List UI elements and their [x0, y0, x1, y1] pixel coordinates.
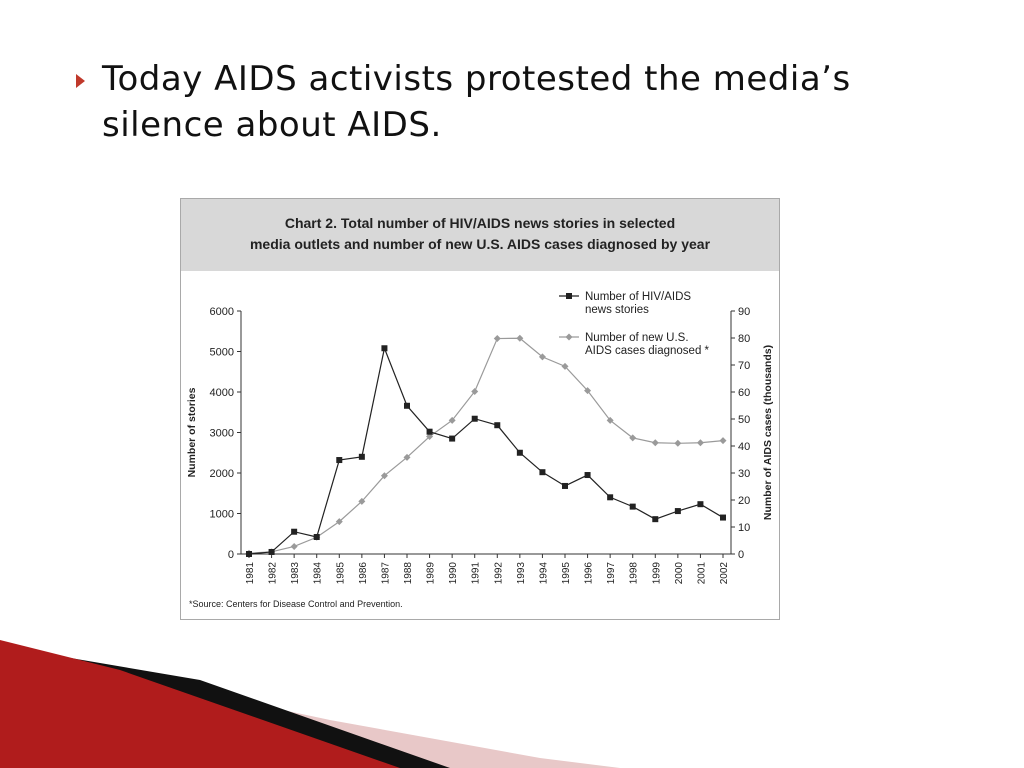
y-left-tick-label: 5000 [210, 347, 234, 359]
chart-figure: Chart 2. Total number of HIV/AIDS news s… [180, 198, 780, 620]
series-stories-point [426, 428, 433, 435]
series-stories-point [652, 516, 659, 523]
y-left-axis-title: Number of stories [186, 387, 198, 477]
series-stories-point [358, 453, 365, 460]
series-stories-point [516, 449, 523, 456]
series-cases-point [516, 334, 524, 342]
x-tick-label: 1982 [268, 562, 279, 585]
y-left-tick-label: 6000 [210, 306, 234, 318]
series-cases-line [248, 337, 724, 554]
x-tick-label: 2000 [674, 562, 685, 585]
series-cases-point [471, 387, 479, 395]
legend-cases-label: Number of new U.S. AIDS cases diagnosed * [585, 332, 710, 357]
y-left-tick-label: 3000 [210, 428, 234, 440]
series-stories-point [268, 548, 275, 555]
x-tick-label: 1999 [651, 562, 662, 585]
x-tick-label: 1993 [516, 562, 527, 585]
x-tick-label: 1995 [561, 562, 572, 585]
y-right-tick-label: 0 [738, 549, 744, 561]
bullet-arrow-icon [76, 74, 85, 88]
x-tick-label: 1981 [245, 562, 256, 585]
series-cases-point [538, 353, 546, 361]
series-stories-point [539, 469, 546, 476]
series-cases-point [358, 497, 366, 505]
series-cases-point [674, 439, 682, 447]
series-stories-point [697, 501, 704, 508]
series-stories-point [336, 457, 343, 464]
slide-decoration [0, 640, 620, 768]
series-stories-point [607, 494, 614, 501]
series-stories-point [494, 422, 501, 429]
y-right-tick-label: 70 [738, 360, 750, 372]
legend-cases-marker [565, 333, 573, 341]
series-stories-point [471, 415, 478, 422]
decor-red-swoosh [0, 640, 400, 768]
x-tick-label: 1997 [606, 562, 617, 585]
series-stories-line [248, 346, 724, 555]
series-cases-point [290, 542, 298, 550]
y-right-axis-title: Number of AIDS cases (thousands) [762, 345, 774, 520]
series-cases-point [448, 416, 456, 424]
series-stories-point [629, 503, 636, 510]
y-right-tick-label: 40 [738, 441, 750, 453]
x-tick-label: 1994 [538, 562, 549, 585]
series-cases-point [651, 439, 659, 447]
series-stories-point [449, 435, 456, 442]
x-tick-label: 1987 [380, 562, 391, 585]
x-tick-label: 1985 [335, 562, 346, 585]
series-stories-point [674, 508, 681, 515]
x-tick-label: 1988 [403, 562, 414, 585]
series-stories-point [720, 514, 726, 521]
series-cases-point [561, 362, 569, 370]
x-tick-label: 1986 [358, 562, 369, 585]
series-cases-point [335, 518, 343, 526]
series-cases-point [380, 472, 388, 480]
series-stories-point [246, 551, 252, 557]
y-right-tick-label: 60 [738, 387, 750, 399]
bullet-text: Today AIDS activists protested the media… [102, 59, 851, 145]
series-cases-point [629, 434, 637, 442]
series-stories-point [404, 402, 410, 409]
x-tick-label: 1998 [629, 562, 640, 585]
x-tick-label: 1992 [493, 562, 504, 585]
series-cases-point [493, 335, 501, 343]
series-stories-point [313, 533, 320, 540]
legend-stories-marker [566, 293, 572, 299]
chart-header-band: Chart 2. Total number of HIV/AIDS news s… [181, 199, 779, 271]
x-tick-label: 1984 [313, 562, 324, 585]
series-cases-point [696, 439, 704, 447]
series-stories-point [584, 472, 591, 479]
y-right-tick-label: 20 [738, 495, 750, 507]
series-cases-point [403, 453, 411, 461]
series-stories-point [381, 345, 388, 352]
x-tick-label: 1991 [471, 562, 482, 585]
x-tick-label: 2001 [696, 562, 707, 585]
y-right-tick-label: 90 [738, 306, 750, 318]
y-left-tick-label: 0 [228, 549, 234, 561]
y-right-tick-label: 30 [738, 468, 750, 480]
series-cases-point [426, 433, 434, 441]
y-right-tick-label: 50 [738, 414, 750, 426]
x-tick-label: 1989 [426, 562, 437, 585]
series-cases-point [584, 387, 592, 395]
chart-source-note: *Source: Centers for Disease Control and… [189, 599, 403, 609]
y-left-tick-label: 2000 [210, 468, 234, 480]
y-left-tick-label: 4000 [210, 387, 234, 399]
x-tick-label: 2002 [719, 562, 730, 585]
legend-stories-label: Number of HIV/AIDS news stories [585, 291, 691, 316]
x-tick-label: 1996 [584, 562, 595, 585]
series-cases-point [606, 416, 614, 424]
series-stories-point [291, 528, 298, 535]
chart-title: Chart 2. Total number of HIV/AIDS news s… [249, 215, 711, 252]
y-left-tick-label: 1000 [210, 509, 234, 521]
x-tick-label: 1990 [448, 562, 459, 585]
series-stories-point [562, 482, 568, 489]
y-right-tick-label: 10 [738, 522, 750, 534]
y-right-tick-label: 80 [738, 333, 750, 345]
chart-plot: 0 1000 2000 3000 4000 5000 6000 0 10 20 30 40 50 60 70… [186, 291, 774, 585]
series-cases-point [719, 437, 727, 445]
x-tick-label: 1983 [290, 562, 301, 585]
